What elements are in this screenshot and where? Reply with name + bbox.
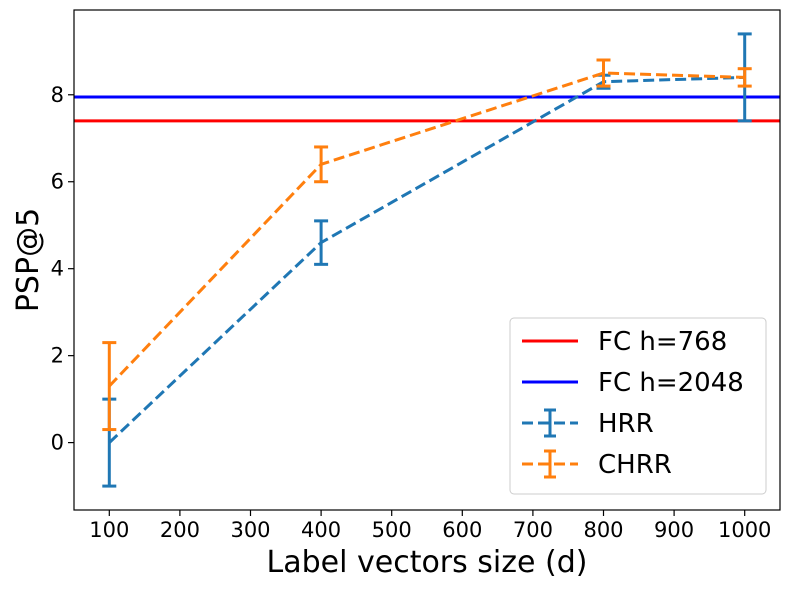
y-tick-label: 8 (51, 83, 64, 107)
x-tick-label: 800 (583, 518, 623, 542)
y-tick-label: 0 (51, 431, 64, 455)
legend-label-fc-h-2048: FC h=2048 (598, 368, 744, 398)
legend-box (509, 317, 767, 495)
y-axis-label: PSP@5 (11, 208, 46, 312)
x-tick-label: 700 (513, 518, 553, 542)
x-tick-label: 400 (301, 518, 341, 542)
y-tick-label: 6 (51, 170, 64, 194)
legend-label-chrr: CHRR (598, 450, 672, 480)
legend-label-hrr: HRR (598, 409, 654, 439)
y-tick-label: 4 (51, 257, 64, 281)
plot-frame (73, 9, 781, 511)
legend-label-fc-h-768: FC h=768 (598, 327, 727, 357)
x-tick-label: 100 (89, 518, 129, 542)
x-tick-label: 600 (442, 518, 482, 542)
chrr-series-line (108, 71, 745, 388)
x-tick-label: 200 (160, 518, 200, 542)
hrr-series-line (108, 75, 745, 444)
x-tick-label: 1000 (718, 518, 771, 542)
x-tick-label: 300 (230, 518, 270, 542)
x-axis-label: Label vectors size (d) (267, 545, 588, 580)
x-tick-label: 900 (654, 518, 694, 542)
y-tick-label: 2 (51, 344, 64, 368)
x-tick-label: 500 (372, 518, 412, 542)
